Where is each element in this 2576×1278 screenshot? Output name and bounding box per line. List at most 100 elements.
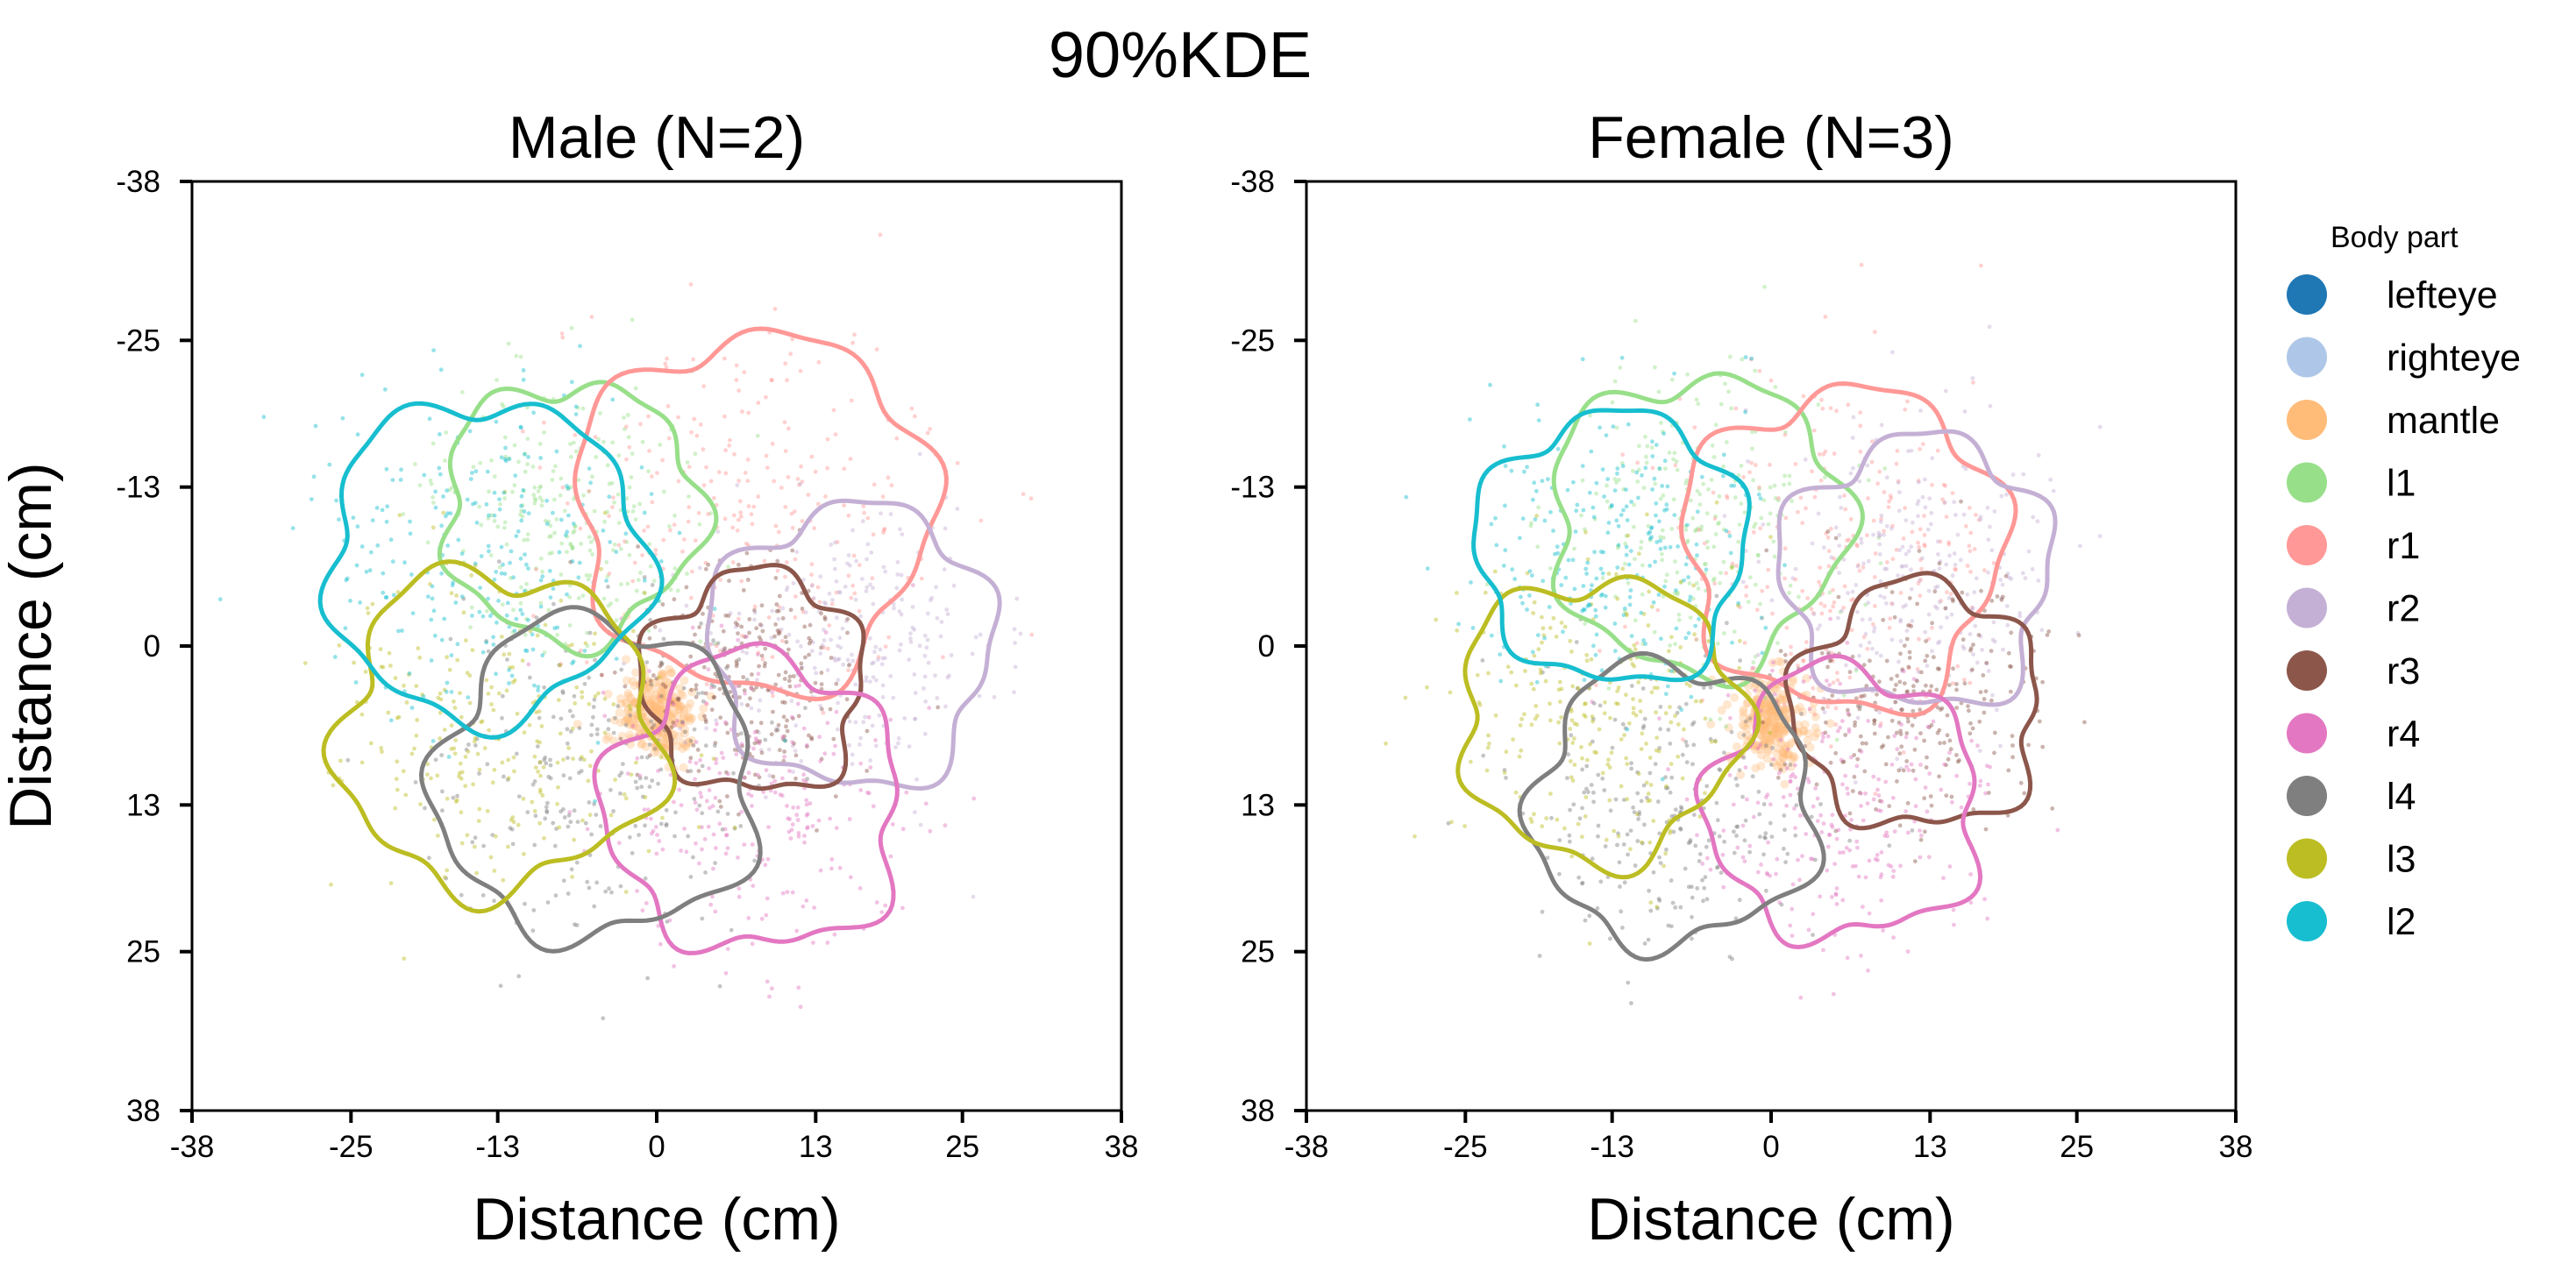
point-l4 (729, 927, 734, 933)
point-l3 (1616, 701, 1620, 706)
point-r3 (1843, 733, 1848, 737)
point-r2 (863, 714, 867, 720)
point-r4 (801, 726, 807, 731)
point-l4 (1719, 870, 1724, 876)
point-l1 (1755, 553, 1761, 557)
point-r2 (894, 586, 900, 591)
point-l1 (1727, 354, 1733, 359)
point-r3 (1862, 769, 1868, 774)
point-l3 (537, 709, 542, 714)
point-l2 (1693, 623, 1697, 628)
point-l3 (1607, 798, 1612, 803)
point-r4 (1728, 715, 1733, 721)
point-r4 (1859, 804, 1863, 808)
point-mantle (646, 699, 656, 709)
y-tick-label: -38 (116, 165, 160, 199)
point-r2 (880, 694, 886, 699)
point-r2 (1013, 641, 1017, 645)
point-r4 (1721, 828, 1726, 833)
point-l3 (1502, 770, 1507, 775)
point-mantle (655, 700, 665, 710)
point-r4 (780, 735, 786, 740)
point-l2 (429, 658, 434, 663)
point-l1 (1663, 466, 1668, 471)
point-mantle (655, 677, 665, 686)
point-mantle (616, 718, 625, 728)
point-l1 (638, 571, 643, 575)
point-l3 (302, 661, 308, 665)
point-l2 (499, 455, 504, 460)
point-l1 (1580, 478, 1585, 483)
point-r4 (710, 804, 715, 808)
point-l1 (1718, 580, 1722, 586)
point-r1 (1725, 493, 1729, 499)
point-r3 (807, 652, 811, 657)
point-l2 (1502, 444, 1506, 449)
point-r2 (922, 653, 928, 658)
point-mantle (1774, 730, 1783, 740)
point-r3 (1954, 682, 1959, 686)
point-r3 (846, 663, 851, 668)
point-r1 (1907, 622, 1912, 628)
point-l2 (1685, 522, 1690, 528)
legend-label: r3 (2387, 650, 2420, 692)
point-r1 (1700, 698, 1704, 703)
point-mantle (1772, 724, 1782, 734)
point-l2 (547, 569, 552, 573)
point-r4 (1830, 825, 1835, 829)
point-l1 (524, 616, 529, 621)
point-r3 (1881, 617, 1886, 622)
point-l2 (1629, 500, 1633, 504)
point-r1 (1968, 680, 1973, 685)
point-l2 (507, 681, 511, 685)
point-l2 (1743, 409, 1747, 415)
point-l3 (1532, 653, 1537, 658)
point-r4 (1740, 855, 1746, 860)
point-r2 (2010, 472, 2016, 477)
point-l3 (1619, 784, 1624, 789)
point-l1 (568, 442, 573, 446)
point-l4 (516, 974, 522, 979)
point-r2 (870, 723, 875, 728)
point-r4 (1959, 805, 1964, 810)
point-l4 (470, 840, 475, 845)
point-l2 (1489, 633, 1494, 638)
point-l3 (455, 657, 460, 663)
point-l1 (573, 524, 578, 529)
point-r1 (1021, 492, 1026, 496)
point-r3 (785, 728, 790, 734)
point-r2 (1937, 600, 1942, 605)
point-l1 (1726, 389, 1731, 394)
point-r1 (770, 655, 775, 659)
point-r2 (876, 657, 880, 662)
point-r3 (1909, 624, 1914, 628)
point-mantle (680, 728, 689, 738)
point-l3 (1529, 820, 1534, 824)
point-l1 (647, 542, 652, 547)
point-mantle (601, 735, 611, 744)
point-l2 (385, 504, 390, 509)
point-l3 (431, 817, 437, 822)
point-l3 (459, 841, 465, 846)
point-l3 (1663, 711, 1669, 716)
point-l1 (479, 522, 484, 528)
point-l2 (1609, 503, 1614, 508)
point-l4 (1702, 885, 1707, 891)
point-r1 (1872, 575, 1877, 579)
point-mantle (628, 677, 637, 686)
point-r2 (1904, 551, 1909, 557)
point-l4 (1678, 905, 1683, 910)
point-mantle (680, 710, 689, 720)
point-l1 (1732, 629, 1737, 634)
point-l4 (537, 715, 542, 721)
point-r1 (1737, 605, 1742, 610)
point-l4 (1703, 875, 1708, 880)
point-l4 (1669, 775, 1675, 780)
point-r1 (704, 682, 709, 686)
point-r4 (1884, 830, 1889, 835)
point-l1 (1782, 482, 1786, 487)
point-l3 (1540, 640, 1544, 645)
point-r4 (923, 801, 929, 806)
point-r4 (1704, 856, 1710, 861)
point-l4 (628, 834, 632, 840)
